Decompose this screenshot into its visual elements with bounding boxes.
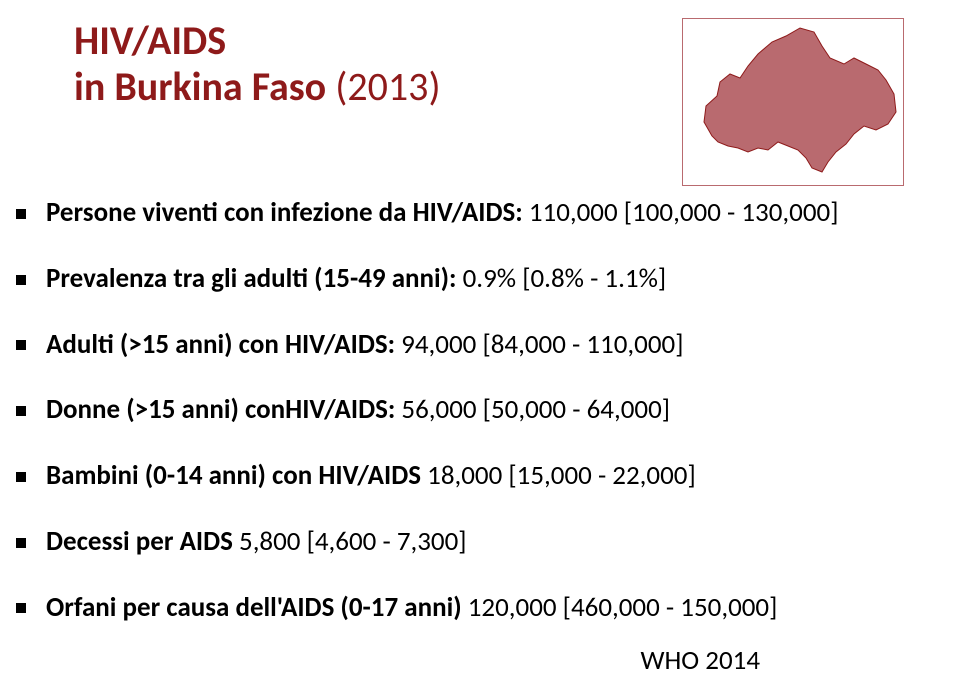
list-item: Adulti (>15 anni) con HIV/AIDS: 94,000 [… [40, 328, 900, 362]
list-item: Bambini (0-14 anni) con HIV/AIDS 18,000 … [40, 459, 900, 493]
list-item-bold: Donne (>15 anni) conHIV/AIDS: [46, 393, 395, 426]
list-item-bold: Persone viventi con infezione da HIV/AID… [46, 196, 523, 229]
list-item-bold: Prevalenza tra gli adulti (15-49 anni): [46, 262, 457, 295]
burkina-faso-shape [704, 28, 896, 172]
list-item-rest: 94,000 [84,000 - 110,000] [395, 328, 683, 361]
list-item: Orfani per causa dell'AIDS (0-17 anni) 1… [40, 591, 900, 625]
title-line-2-bold: in Burkina Faso [74, 62, 326, 111]
list-item-bold: Orfani per causa dell'AIDS (0-17 anni) [46, 591, 462, 624]
slide-title: HIV/AIDS in Burkina Faso (2013) [74, 18, 441, 110]
list-item: Prevalenza tra gli adulti (15-49 anni): … [40, 262, 900, 296]
list-item-rest: 56,000 [50,000 - 64,000] [395, 393, 670, 426]
source-label: WHO 2014 [640, 644, 760, 677]
list-item-rest: 110,000 [100,000 - 130,000] [523, 196, 839, 229]
list-item: Decessi per AIDS 5,800 [4,600 - 7,300] [40, 525, 900, 559]
title-line-1: HIV/AIDS [74, 18, 441, 64]
burkina-faso-map-icon [682, 18, 904, 186]
list-item-bold: Bambini (0-14 anni) con HIV/AIDS [46, 459, 421, 492]
list-item-bold: Adulti (>15 anni) con HIV/AIDS: [46, 328, 395, 361]
list-item-rest: 18,000 [15,000 - 22,000] [421, 459, 696, 492]
map-container [682, 18, 904, 186]
title-line-2: in Burkina Faso (2013) [74, 64, 441, 110]
list-item-rest: 0.9% [0.8% - 1.1%] [457, 262, 667, 295]
list-item-rest: 120,000 [460,000 - 150,000] [462, 591, 778, 624]
bullet-list: Persone viventi con infezione da HIV/AID… [40, 196, 900, 656]
list-item: Donne (>15 anni) conHIV/AIDS: 56,000 [50… [40, 393, 900, 427]
list-item-rest: 5,800 [4,600 - 7,300] [233, 525, 467, 558]
title-line-2-year: (2013) [326, 62, 440, 111]
list-item: Persone viventi con infezione da HIV/AID… [40, 196, 900, 230]
list-item-bold: Decessi per AIDS [46, 525, 233, 558]
